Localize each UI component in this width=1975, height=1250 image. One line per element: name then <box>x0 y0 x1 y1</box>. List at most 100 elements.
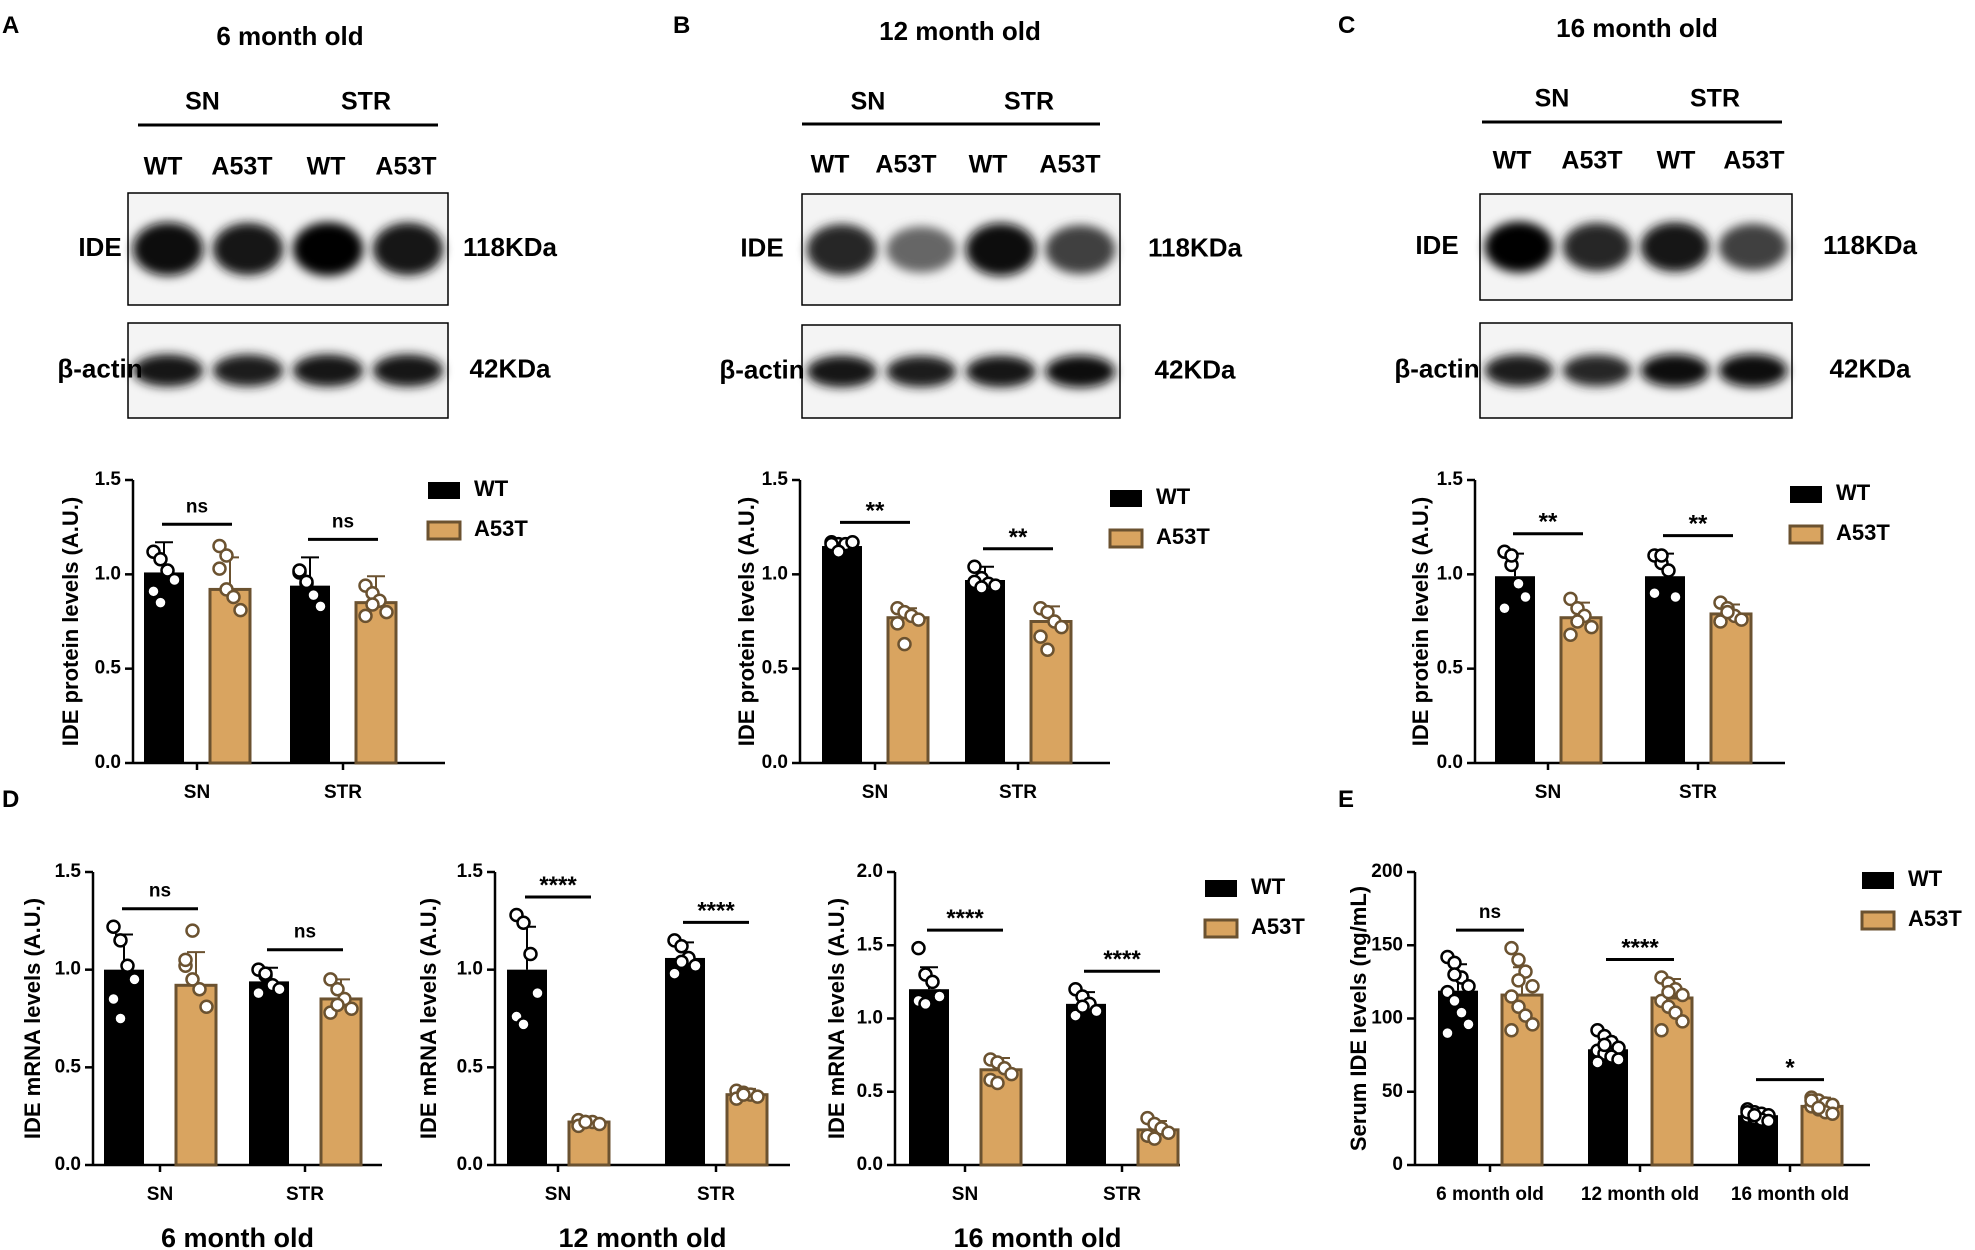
significance-label: ** <box>1009 524 1028 551</box>
data-point <box>113 1011 128 1026</box>
data-point <box>1089 1003 1104 1019</box>
data-point <box>212 561 227 576</box>
bar-wt <box>249 981 289 1165</box>
data-point <box>160 563 175 578</box>
ide-band <box>1562 222 1632 272</box>
significance-label: **** <box>946 905 984 932</box>
data-point <box>1825 1106 1840 1121</box>
data-point <box>911 612 926 627</box>
y-axis-label: IDE mRNA levels (A.U.) <box>824 898 849 1139</box>
actin-kda-label: 42KDa <box>470 353 551 383</box>
data-point <box>1734 612 1749 627</box>
lane-label: WT <box>811 151 850 179</box>
data-point <box>113 933 128 948</box>
x-tick-label: STR <box>1103 1184 1141 1205</box>
bar-wt <box>1645 576 1685 763</box>
actin-band <box>1045 355 1116 388</box>
blot-title: 6 month old <box>216 21 363 51</box>
bar-wt <box>290 585 330 763</box>
x-tick-label: STR <box>286 1184 324 1205</box>
data-point <box>323 972 338 987</box>
chart-title: 12 month old <box>559 1223 727 1250</box>
data-point <box>106 919 121 934</box>
legend-swatch-a53t <box>1108 528 1144 549</box>
data-point <box>1504 989 1519 1004</box>
ide-label: IDE <box>740 232 783 262</box>
actin-band <box>212 354 284 387</box>
x-tick-label: SN <box>147 1184 173 1205</box>
y-tick-label: 0.0 <box>1437 752 1463 773</box>
data-point <box>516 1017 531 1032</box>
y-tick-label: 200 <box>1371 861 1403 882</box>
data-point <box>1504 1022 1519 1038</box>
y-axis-label: IDE protein levels (A.U.) <box>58 497 83 746</box>
y-axis-label: IDE mRNA levels (A.U.) <box>416 898 441 1139</box>
lane-label: WT <box>307 153 346 181</box>
x-tick-label: SN <box>952 1184 978 1205</box>
data-point <box>516 915 531 931</box>
ide-band <box>965 223 1036 276</box>
significance-label: **** <box>1621 934 1659 961</box>
significance-label: ** <box>1689 511 1708 538</box>
lane-label: A53T <box>875 151 936 179</box>
data-point <box>1054 619 1069 635</box>
chart-panel-a-0: 0.0 0.5 1.0 1.5 IDE protein levels (A.U.) SN n… <box>58 469 528 803</box>
data-point <box>988 578 1003 593</box>
data-point <box>226 589 241 605</box>
data-point <box>1597 1037 1612 1053</box>
data-point <box>1713 614 1728 629</box>
legend-label: WT <box>474 476 509 501</box>
bar-a53t <box>725 1093 769 1167</box>
data-point <box>1761 1113 1776 1129</box>
x-tick-label: 12 month old <box>1581 1184 1699 1205</box>
y-tick-label: 0.0 <box>857 1154 883 1175</box>
legend-swatch-a53t <box>426 520 462 541</box>
data-point <box>1518 589 1533 605</box>
actin-label: β-actin <box>57 353 142 383</box>
blot-title: 16 month old <box>1556 13 1718 43</box>
y-tick-label: 1.0 <box>1437 563 1463 584</box>
data-point <box>1563 591 1578 607</box>
legend-swatch-wt <box>428 482 460 499</box>
x-tick-label: STR <box>697 1184 735 1205</box>
ide-band <box>1640 222 1710 272</box>
data-point <box>1720 604 1735 620</box>
ide-band <box>292 222 364 276</box>
data-point <box>1811 1100 1826 1116</box>
chart-panel-d-5: 0.0 0.5 1.0 1.5 2.0 IDE mRNA levels (A.U.) SN *… <box>824 861 1305 1250</box>
actin-kda-label: 42KDa <box>1155 354 1236 384</box>
significance-label: * <box>1785 1055 1795 1082</box>
legend-label: A53T <box>1836 520 1890 545</box>
significance-label: ns <box>1479 902 1501 923</box>
bar-wt <box>507 969 547 1165</box>
data-point <box>219 548 234 563</box>
bar-a53t <box>1559 616 1603 765</box>
data-point <box>674 938 689 954</box>
chart-panel-d-3: D 0.0 0.5 1.0 1.5 IDE mRNA levels (A.U.) SN ns S… <box>2 786 382 1250</box>
data-point <box>272 981 287 997</box>
data-point <box>1033 629 1048 644</box>
data-point <box>292 563 307 578</box>
y-tick-label: 1.5 <box>457 861 484 882</box>
x-tick-label: STR <box>999 782 1037 803</box>
ide-band <box>1718 223 1788 271</box>
data-point <box>1661 984 1676 1000</box>
ide-band <box>806 224 877 275</box>
data-point <box>967 559 982 575</box>
chart-title: 6 month old <box>161 1223 314 1250</box>
x-tick-label: STR <box>1679 782 1717 803</box>
ide-kda-label: 118KDa <box>1823 230 1917 260</box>
y-tick-label: 2.0 <box>857 861 883 882</box>
data-point <box>299 574 314 590</box>
data-point <box>1075 999 1090 1015</box>
x-tick-label: SN <box>862 782 888 803</box>
data-point <box>379 604 394 620</box>
data-point <box>1584 619 1599 635</box>
ide-band <box>886 226 957 273</box>
x-tick-label: SN <box>1535 782 1561 803</box>
panel-label: C <box>1338 12 1355 39</box>
group-label: SN <box>185 88 220 116</box>
lane-label: A53T <box>211 153 272 181</box>
